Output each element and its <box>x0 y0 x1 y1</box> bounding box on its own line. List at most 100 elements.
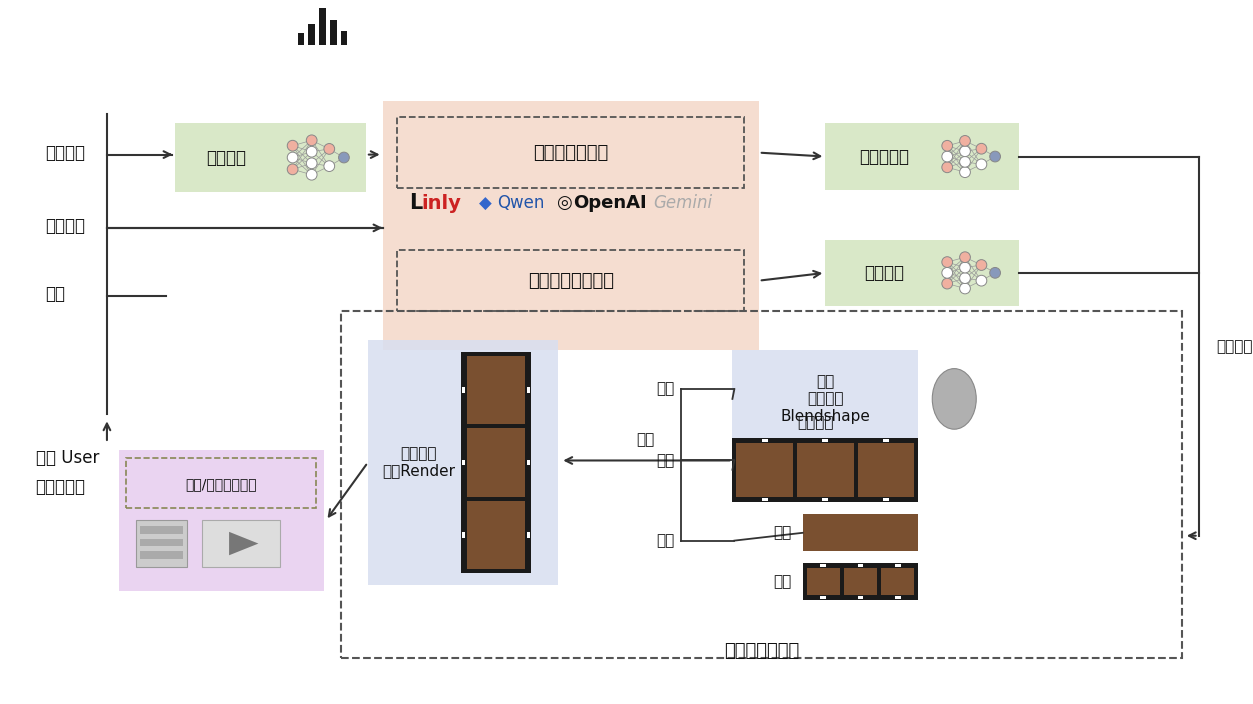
Bar <box>140 526 183 534</box>
Circle shape <box>960 156 970 167</box>
Bar <box>857 596 863 599</box>
Text: 数字人生成模块: 数字人生成模块 <box>724 642 799 660</box>
Circle shape <box>942 151 952 162</box>
Circle shape <box>976 144 987 154</box>
Text: L: L <box>408 194 422 213</box>
Text: inly: inly <box>421 194 461 213</box>
Circle shape <box>287 140 298 151</box>
Circle shape <box>306 146 317 157</box>
Bar <box>461 460 465 465</box>
Text: 图片: 图片 <box>773 525 791 540</box>
Text: 语音对话: 语音对话 <box>45 144 85 162</box>
Bar <box>397 118 744 188</box>
Bar <box>528 460 530 465</box>
Bar <box>461 532 465 538</box>
Text: 神经网络
渲染Render: 神经网络 渲染Render <box>382 446 455 479</box>
Bar <box>826 239 1019 306</box>
Circle shape <box>306 135 317 146</box>
Bar <box>382 101 759 350</box>
Bar <box>895 564 901 567</box>
Circle shape <box>960 136 970 146</box>
Bar <box>330 20 337 45</box>
Bar <box>202 520 279 567</box>
Bar <box>881 568 915 596</box>
Circle shape <box>942 278 952 289</box>
Text: 用户 User: 用户 User <box>35 448 99 467</box>
Bar <box>895 596 901 599</box>
Bar <box>461 352 531 573</box>
Bar <box>140 551 183 559</box>
Bar <box>803 563 918 601</box>
Bar <box>883 439 888 442</box>
Circle shape <box>976 260 987 270</box>
Text: 视频: 视频 <box>773 574 791 589</box>
Circle shape <box>976 159 987 170</box>
Bar <box>175 123 366 191</box>
Bar <box>528 387 530 393</box>
Text: 文本转语音: 文本转语音 <box>858 148 908 165</box>
Circle shape <box>976 275 987 286</box>
Bar <box>528 532 530 538</box>
Bar <box>466 428 525 496</box>
Text: 姿势: 姿势 <box>657 453 675 468</box>
Bar <box>341 32 347 45</box>
Circle shape <box>338 152 350 163</box>
Bar <box>466 356 525 425</box>
Text: 对话: 对话 <box>45 285 65 303</box>
Bar <box>797 443 853 496</box>
Text: 语音特征: 语音特征 <box>1217 339 1253 355</box>
Circle shape <box>323 144 335 154</box>
Bar <box>737 443 793 496</box>
Bar <box>843 568 877 596</box>
Circle shape <box>287 164 298 175</box>
Circle shape <box>990 268 1000 278</box>
Text: Gemini: Gemini <box>653 194 713 213</box>
Circle shape <box>306 158 317 169</box>
Text: 音频/视频流式服务: 音频/视频流式服务 <box>185 477 257 491</box>
Text: 驱动视频: 驱动视频 <box>797 415 833 430</box>
Circle shape <box>960 272 970 284</box>
Bar <box>308 24 315 45</box>
Circle shape <box>990 151 1000 162</box>
Circle shape <box>942 162 952 172</box>
Bar <box>119 450 323 591</box>
Bar <box>127 458 316 508</box>
Circle shape <box>323 161 335 172</box>
Bar <box>397 251 744 311</box>
Circle shape <box>306 170 317 180</box>
Bar <box>733 438 918 501</box>
Polygon shape <box>229 532 258 555</box>
Text: 肖像: 肖像 <box>657 533 675 548</box>
Circle shape <box>287 152 298 163</box>
Bar <box>822 498 828 501</box>
Text: 文字对话: 文字对话 <box>45 217 85 235</box>
Bar <box>821 564 826 567</box>
Circle shape <box>942 140 952 151</box>
Circle shape <box>942 268 952 278</box>
Bar <box>342 311 1182 658</box>
Bar <box>466 501 525 569</box>
Bar <box>320 8 326 45</box>
Text: 多模态输出: 多模态输出 <box>35 478 85 496</box>
Bar <box>733 350 918 448</box>
Circle shape <box>960 262 970 273</box>
Text: ◎: ◎ <box>555 194 571 213</box>
Bar <box>826 123 1019 190</box>
Bar <box>883 498 888 501</box>
Bar <box>803 514 918 551</box>
Circle shape <box>942 257 952 268</box>
Text: 任务导向对话系统: 任务导向对话系统 <box>528 272 614 289</box>
Bar <box>821 596 826 599</box>
Bar <box>140 539 183 546</box>
Bar <box>297 33 304 45</box>
Text: 驱动: 驱动 <box>637 432 654 447</box>
Bar <box>857 443 915 496</box>
Bar <box>762 439 768 442</box>
Circle shape <box>960 146 970 156</box>
Bar <box>822 439 828 442</box>
Bar <box>762 498 768 501</box>
Bar <box>857 564 863 567</box>
Text: 嘴唇
表情信息
Blendshape: 嘴唇 表情信息 Blendshape <box>781 374 870 424</box>
Bar <box>807 568 840 596</box>
Text: 语音识别: 语音识别 <box>207 149 246 167</box>
